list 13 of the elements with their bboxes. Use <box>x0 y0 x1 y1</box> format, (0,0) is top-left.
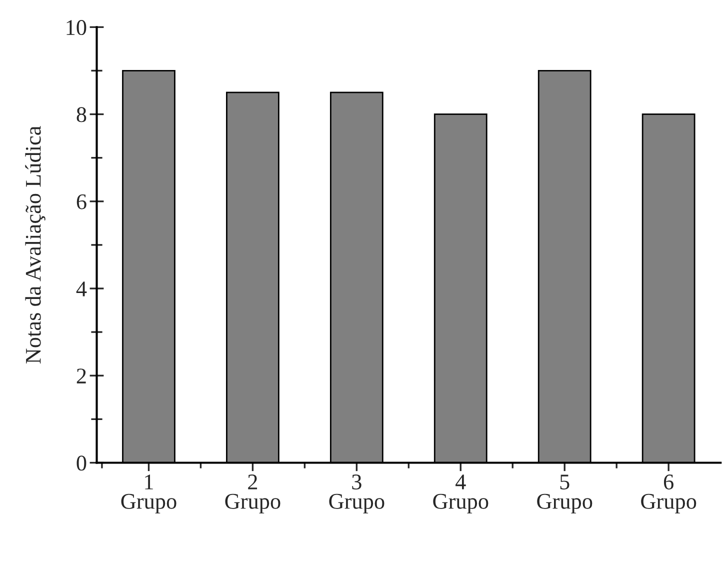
y-tick-label: 2 <box>76 368 86 384</box>
y-tick-label: 10 <box>66 20 86 36</box>
y-axis-title: Notas da Avaliação Lúdica <box>25 126 46 364</box>
x-tick-label: 3 Grupo <box>329 474 384 514</box>
x-tick-label: 4 Grupo <box>433 474 488 514</box>
y-tick-label: 6 <box>76 194 86 210</box>
y-tick-label: 4 <box>76 282 87 296</box>
x-tick-label: 5 Grupo <box>537 474 592 514</box>
x-tick-label: 2 Grupo <box>225 474 280 514</box>
y-tick-label: 0 <box>76 456 86 471</box>
x-tick-label: 6 Grupo <box>641 474 696 514</box>
x-tick-label: 1 Grupo <box>121 474 176 514</box>
y-tick-label: 8 <box>76 107 86 122</box>
